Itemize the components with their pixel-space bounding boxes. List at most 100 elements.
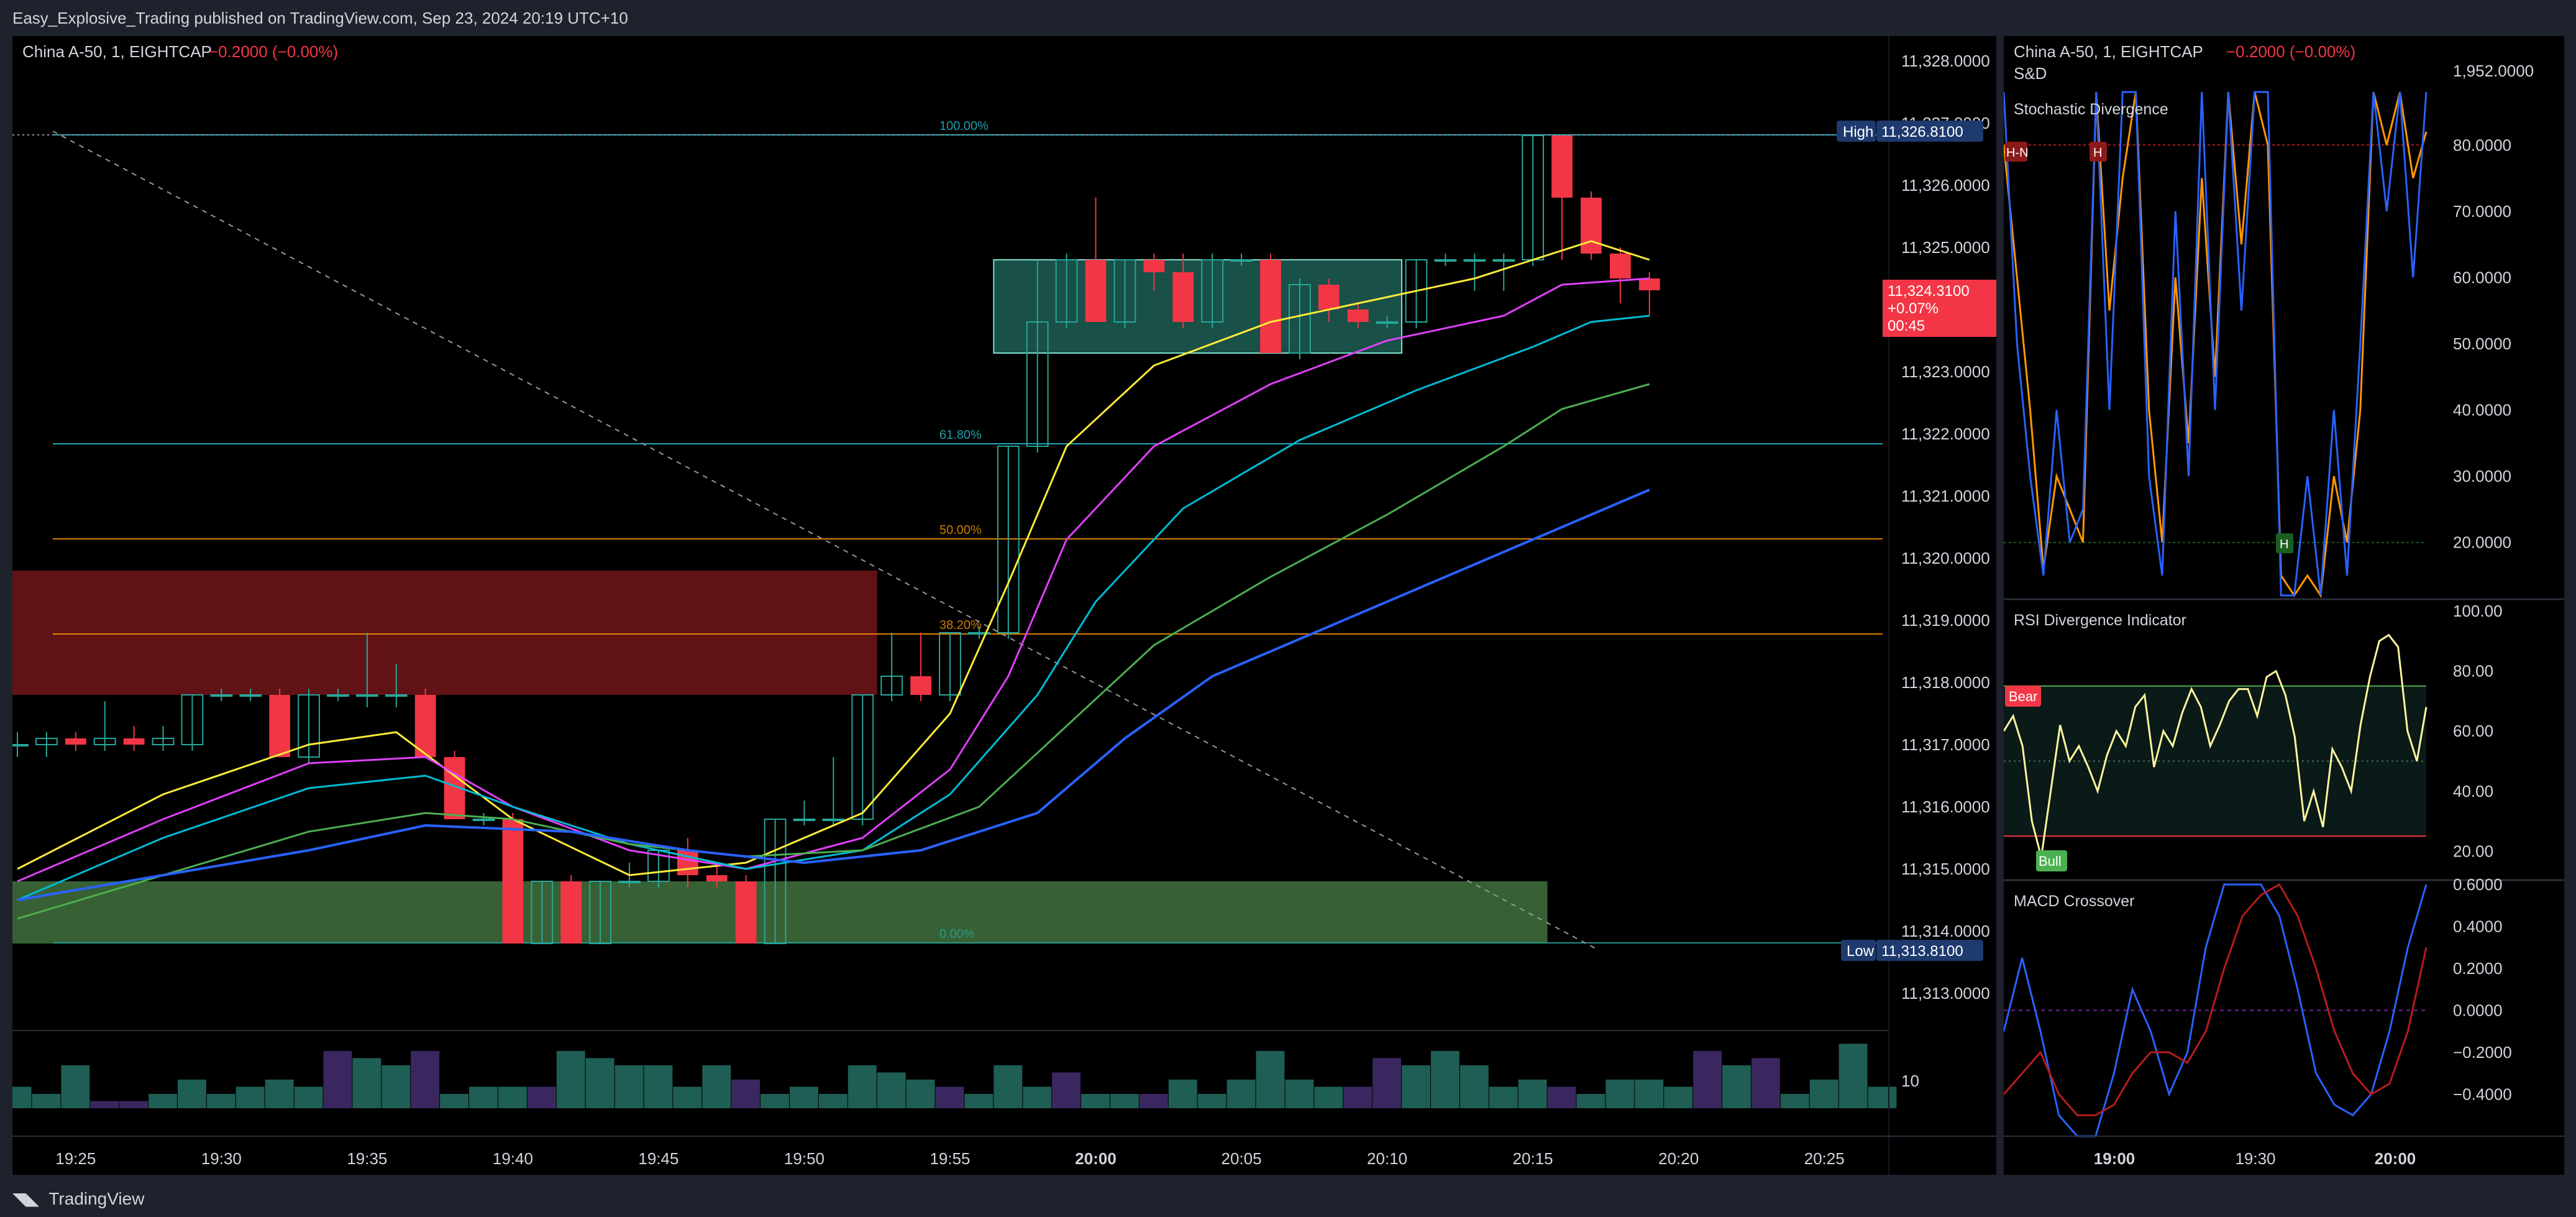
indicator-axis-label: 70.0000 <box>2453 202 2511 221</box>
volume-bar <box>119 1101 148 1108</box>
candle-body <box>910 676 931 695</box>
fib-label: 0.00% <box>939 927 975 941</box>
volume-bar <box>498 1086 527 1108</box>
price-tick-label: 11,313.0000 <box>1901 984 1990 1003</box>
volume-bar <box>964 1093 993 1108</box>
candle-body <box>1347 310 1369 322</box>
candle-body <box>1434 259 1457 262</box>
candle-body <box>531 881 554 944</box>
main-chart-pane[interactable]: 100.00% 61.80% 50.00% 38.20% 0.00% 11,328.00… <box>12 36 1996 1175</box>
candle-body <box>1085 260 1107 322</box>
time-tick-label: 20:25 <box>1804 1149 1845 1168</box>
volume-bar <box>1693 1050 1722 1108</box>
volume-bar <box>1256 1050 1285 1108</box>
indicator-axis-label: 100.00 <box>2453 602 2503 620</box>
candle-body <box>997 446 1020 633</box>
tag-hn-text: H-N <box>2006 146 2029 160</box>
brand-name: TradingView <box>48 1189 145 1208</box>
indicator-axis-label: 0.6000 <box>2453 875 2503 894</box>
volume-bar <box>1459 1065 1489 1108</box>
candle-body <box>1201 259 1224 323</box>
indicator-axis-label: 80.0000 <box>2453 135 2511 154</box>
high-price-tag: High 11,326.8100 <box>1837 121 1983 142</box>
candle-body <box>1376 321 1399 324</box>
volume-bar <box>206 1093 235 1108</box>
tradingview-logo-icon: ◥◣ <box>12 1189 40 1208</box>
time-tick-label: 20:00 <box>1075 1149 1117 1168</box>
candle-body <box>181 694 204 745</box>
volume-bar <box>877 1072 906 1108</box>
volume-bar <box>906 1079 935 1108</box>
sub-time-tick-label: 19:30 <box>2235 1149 2275 1168</box>
publisher-header: Easy_Explosive_Trading published on Trad… <box>0 0 2576 36</box>
candle-body <box>298 694 320 758</box>
price-tick-label: 11,314.0000 <box>1901 922 1990 940</box>
volume-bar <box>790 1086 818 1108</box>
volume-bar <box>1023 1086 1052 1108</box>
candle-body <box>1463 259 1486 262</box>
fib-label: 38.20% <box>939 618 982 632</box>
price-tick-label: 11,322.0000 <box>1901 425 1990 443</box>
time-tick-label: 19:45 <box>638 1149 678 1168</box>
candle-body <box>1551 135 1573 198</box>
price-tick-label: 11,315.0000 <box>1901 860 1990 878</box>
price-tick-label: 11,319.0000 <box>1901 611 1990 630</box>
price-tick-label: 11,320.0000 <box>1901 549 1990 567</box>
volume-bar <box>1226 1079 1256 1108</box>
volume-bar <box>1751 1058 1780 1108</box>
candle-body <box>269 695 291 757</box>
volume-bar <box>993 1065 1023 1108</box>
tag-h-bear-text: H <box>2093 146 2102 160</box>
ma-line <box>17 277 1650 883</box>
volume-bar <box>1110 1093 1139 1108</box>
price-tick-label: 11,323.0000 <box>1901 362 1990 381</box>
volume-bar <box>323 1050 352 1108</box>
candle-body <box>1026 321 1049 447</box>
sub-time-tick-label: 19:00 <box>2094 1149 2135 1168</box>
zone-supply <box>12 571 877 695</box>
tag-bull-text: Bull <box>2039 853 2062 869</box>
time-axis: 19:25 19:30 19:35 19:40 19:45 19:50 19:55 20:00… <box>55 1149 1844 1168</box>
indicator-line <box>2004 883 2428 1116</box>
stochastic-pane: 80.0000 70.0000 60.0000 50.0000 40.0000 30.00… <box>2004 91 2511 599</box>
tag-h-bear: H <box>2090 142 2107 162</box>
volume-bar <box>1635 1079 1664 1108</box>
volume-bar <box>61 1065 90 1108</box>
sub-top-value: 1,952.0000 <box>2453 62 2534 80</box>
footer-bar: ◥◣ TradingView <box>0 1181 2576 1217</box>
indicator-axis-label: 40.0000 <box>2453 401 2511 420</box>
indicator-axis-label: 20.00 <box>2453 842 2493 860</box>
candles-layer <box>12 135 1660 944</box>
candle-body <box>1260 260 1281 353</box>
tag-bear-text: Bear <box>2009 689 2037 704</box>
volume-bar <box>1139 1093 1168 1108</box>
indicator-panes[interactable]: China A-50, 1, EIGHTCAP −0.2000 (−0.00%)… <box>2004 36 2564 1175</box>
fib-label: 100.00% <box>939 119 989 133</box>
candle-body <box>1405 259 1428 323</box>
volume-bar <box>1081 1093 1110 1108</box>
candle-body <box>851 694 874 820</box>
volume-bar <box>1722 1065 1751 1108</box>
candle-body <box>1172 272 1194 322</box>
volume-bar <box>585 1058 614 1108</box>
macd-title: MACD Crossover <box>2014 893 2134 910</box>
candlestick-chart[interactable]: 100.00% 61.80% 50.00% 38.20% 0.00% 11,328.00… <box>12 36 1996 1175</box>
indicator-axis-label: 0.4000 <box>2453 917 2503 936</box>
candle-body <box>152 738 175 745</box>
candle-body <box>472 819 495 821</box>
time-tick-label: 19:25 <box>55 1149 96 1168</box>
macd-pane: 0.6000 0.4000 0.2000 0.0000 −0.2000 −0.4000 <box>2004 875 2512 1137</box>
volume-bar <box>90 1101 119 1108</box>
volume-bar <box>1809 1079 1838 1108</box>
indicator-chart[interactable]: China A-50, 1, EIGHTCAP −0.2000 (−0.00%)… <box>2004 36 2564 1175</box>
volume-bar <box>935 1086 964 1108</box>
volume-bar <box>12 1086 32 1108</box>
indicator-axis-label: 30.0000 <box>2453 467 2511 485</box>
candle-body <box>1055 259 1078 323</box>
volume-bar <box>1664 1086 1693 1108</box>
moving-averages-layer <box>17 240 1650 920</box>
indicator-axis-label: 20.0000 <box>2453 533 2511 552</box>
candle-body <box>414 695 436 757</box>
volume-bar <box>148 1093 177 1108</box>
price-tick-label: 11,328.0000 <box>1901 52 1990 70</box>
